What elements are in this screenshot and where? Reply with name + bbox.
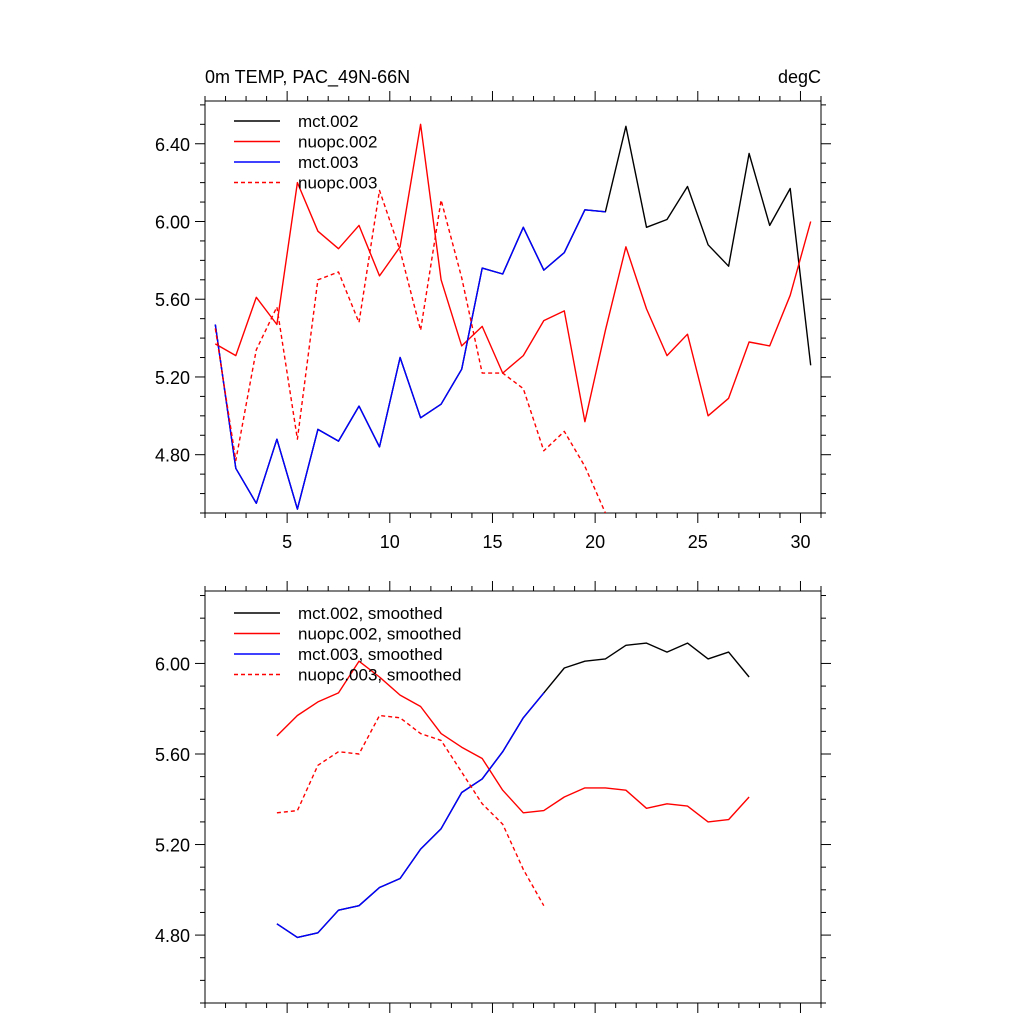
series-line-3 (276, 692, 545, 939)
legend-label-1: mct.002 (298, 112, 358, 131)
top-panel: 5 10 15 20 25 30 4.80 5.20 5.60 6.00 6.40 0m TEMP, … (155, 67, 831, 552)
chart-title: 0m TEMP, PAC_49N-66N (205, 67, 410, 88)
x-tick-label: 10 (380, 532, 400, 552)
series-line-4 (214, 189, 607, 513)
legend-label-4: nuopc.003 (298, 174, 377, 193)
x-tick-label: 30 (790, 532, 810, 552)
series-line-3 (214, 209, 606, 510)
y-tick-label: 5.20 (155, 368, 190, 388)
legend-label-4: nuopc.003, smoothed (298, 666, 462, 685)
series-line-2 (276, 660, 750, 823)
y-tick-label: 6.00 (155, 654, 190, 674)
x-tick-label: 15 (482, 532, 502, 552)
legend-label-3: mct.003, smoothed (298, 645, 443, 664)
y-tick-label: 6.00 (155, 212, 190, 232)
x-tick-label: 5 (282, 532, 292, 552)
series-line-4 (276, 714, 545, 907)
x-tick-label: 25 (688, 532, 708, 552)
series-line-2 (214, 123, 812, 423)
y-tick-label: 5.20 (155, 836, 190, 856)
y-tick-label: 5.60 (155, 745, 190, 765)
legend-label-2: nuopc.002, smoothed (298, 625, 462, 644)
series-line-1 (276, 642, 750, 939)
bottom-panel: 4.80 5.20 5.60 6.00 mct.002, smoothed nuopc.0… (155, 581, 831, 1013)
y-tick-label: 4.80 (155, 446, 190, 466)
y-tick-label: 6.40 (155, 135, 190, 155)
x-tick-label: 20 (585, 532, 605, 552)
series-group (276, 642, 750, 939)
y-tick-label: 4.80 (155, 926, 190, 946)
legend-label-1: mct.002, smoothed (298, 604, 443, 623)
units-label: degC (778, 67, 821, 87)
y-tick-label: 5.60 (155, 290, 190, 310)
legend-label-3: mct.003 (298, 153, 358, 172)
series-group (214, 123, 812, 513)
legend-label-2: nuopc.002 (298, 133, 377, 152)
